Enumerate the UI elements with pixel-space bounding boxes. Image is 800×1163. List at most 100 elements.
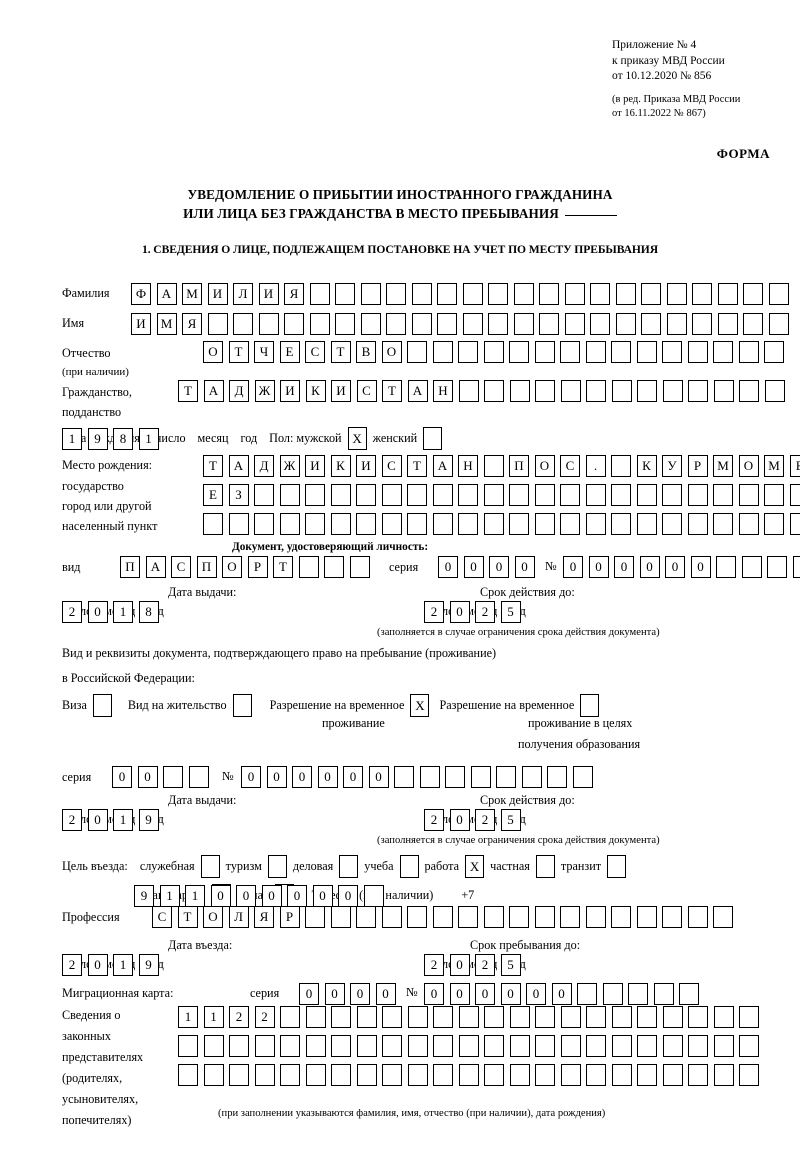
cell[interactable]	[407, 906, 427, 928]
cell[interactable]	[305, 513, 325, 535]
cell[interactable]	[335, 313, 355, 335]
cell[interactable]	[739, 1064, 759, 1086]
cell[interactable]: И	[131, 313, 151, 335]
cell[interactable]: Н	[433, 380, 453, 402]
cell[interactable]	[203, 1035, 224, 1057]
cell[interactable]: И	[207, 283, 228, 305]
cell[interactable]	[560, 1064, 581, 1086]
cell[interactable]	[458, 906, 478, 928]
cell[interactable]	[768, 313, 789, 335]
cell[interactable]	[564, 313, 585, 335]
cell[interactable]: Д	[254, 455, 274, 477]
cell[interactable]	[611, 906, 631, 928]
cell[interactable]	[713, 341, 733, 363]
cell[interactable]: 0	[526, 983, 546, 1005]
cell[interactable]	[258, 313, 279, 335]
cell[interactable]	[163, 766, 183, 788]
cell[interactable]	[458, 380, 479, 402]
cell[interactable]	[509, 1006, 530, 1028]
cell[interactable]: Ж	[279, 455, 300, 477]
cell[interactable]: С	[381, 455, 402, 477]
cell[interactable]: А	[228, 455, 249, 477]
cell[interactable]: 2	[254, 1006, 275, 1028]
cell[interactable]: А	[156, 283, 177, 305]
cell[interactable]	[509, 906, 529, 928]
cell[interactable]	[411, 313, 432, 335]
cell[interactable]	[229, 1064, 249, 1086]
cell[interactable]	[713, 1035, 734, 1057]
cell[interactable]	[509, 513, 529, 535]
cell[interactable]	[360, 283, 381, 305]
cell[interactable]	[496, 766, 516, 788]
cell[interactable]: У	[662, 455, 682, 477]
cell[interactable]	[203, 1064, 224, 1086]
cell[interactable]: Б	[789, 455, 800, 477]
cell[interactable]	[611, 1064, 632, 1086]
cell[interactable]: 2	[424, 808, 444, 831]
cell[interactable]	[534, 513, 555, 535]
cell[interactable]	[590, 283, 610, 305]
cell[interactable]	[764, 513, 784, 535]
cell[interactable]	[602, 983, 623, 1005]
cell[interactable]	[386, 283, 406, 305]
cell[interactable]	[381, 513, 402, 535]
cell[interactable]: П	[196, 556, 217, 578]
cell[interactable]	[688, 1006, 708, 1028]
cell[interactable]	[462, 313, 483, 335]
cell[interactable]	[611, 380, 632, 402]
cell[interactable]: Т	[407, 455, 427, 477]
cell[interactable]: 0	[489, 556, 509, 578]
cell[interactable]	[407, 1035, 428, 1057]
cell[interactable]: А	[407, 380, 428, 402]
cell[interactable]: 2	[62, 808, 82, 831]
cell[interactable]: 9	[87, 427, 108, 450]
cell[interactable]: 0	[317, 766, 338, 788]
cell[interactable]	[739, 1035, 759, 1057]
cell[interactable]: И	[356, 455, 376, 477]
purpose-private-checkbox[interactable]	[535, 855, 555, 878]
cell[interactable]: 5	[500, 600, 521, 623]
cell[interactable]	[513, 283, 534, 305]
cell[interactable]: 0	[500, 983, 521, 1005]
purpose-study-checkbox[interactable]	[399, 855, 419, 878]
cell[interactable]	[433, 1006, 453, 1028]
cell[interactable]	[382, 1064, 402, 1086]
cell[interactable]: С	[356, 380, 377, 402]
cell[interactable]	[666, 283, 687, 305]
cell[interactable]	[349, 556, 370, 578]
cell[interactable]	[484, 1006, 504, 1028]
cell[interactable]	[637, 1006, 657, 1028]
cell[interactable]: 5	[500, 953, 521, 976]
cell[interactable]: И	[258, 283, 279, 305]
cell[interactable]	[305, 906, 325, 928]
cell[interactable]	[280, 1035, 300, 1057]
cell[interactable]: 0	[292, 766, 312, 788]
cell[interactable]	[535, 1035, 555, 1057]
cell[interactable]	[662, 906, 682, 928]
cell[interactable]: 0	[438, 556, 458, 578]
cell[interactable]: Л	[228, 906, 249, 928]
cell[interactable]: Т	[330, 341, 351, 363]
cell[interactable]	[764, 484, 784, 506]
cell[interactable]	[298, 556, 319, 578]
cell[interactable]	[178, 1035, 198, 1057]
cell[interactable]	[768, 283, 789, 305]
cell[interactable]	[739, 380, 759, 402]
cell[interactable]: 0	[112, 766, 132, 788]
cell[interactable]	[636, 513, 657, 535]
cell[interactable]: С	[305, 341, 325, 363]
cell[interactable]	[407, 513, 427, 535]
cell[interactable]: М	[182, 283, 202, 305]
cell[interactable]: М	[713, 455, 733, 477]
cell[interactable]	[484, 1064, 504, 1086]
cell[interactable]	[611, 484, 631, 506]
